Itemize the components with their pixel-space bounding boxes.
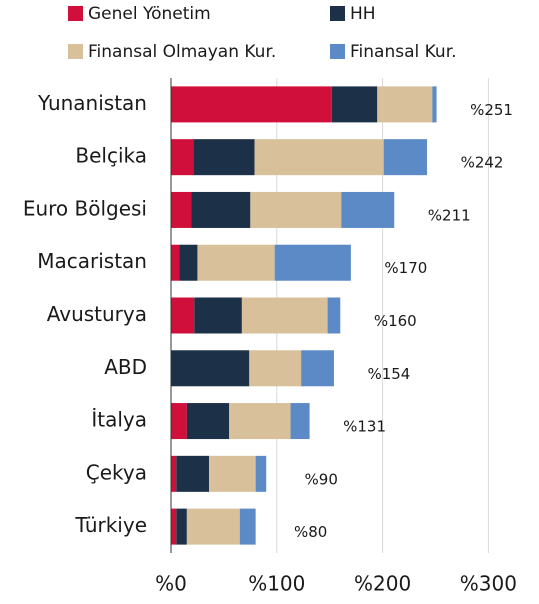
legend-label: Genel Yönetim [88,4,211,24]
value-label: %170 [384,259,427,277]
category-label: ABD [104,355,147,379]
category-label: Avusturya [47,302,147,326]
bar-segment [171,86,332,123]
value-label: %90 [305,470,338,488]
bar-segment [432,86,437,123]
legend-swatch [330,44,345,59]
bar-segment [191,191,251,228]
bar-segment [171,297,195,334]
bar-segment [176,455,210,492]
bar-segment [171,508,177,545]
legend-swatch [68,6,83,21]
category-label: Belçika [75,144,147,168]
bar-segment [179,244,198,281]
value-label: %211 [428,206,471,224]
bar-segment [250,191,342,228]
bar-segment [255,455,267,492]
bar-segment [193,139,255,176]
category-label: Euro Bölgesi [23,196,147,220]
bar-segment [194,297,242,334]
x-tick-label: %100 [248,572,305,596]
bar-segment [176,508,187,545]
x-tick-label: %0 [155,572,187,596]
value-label: %160 [374,312,417,330]
legend-label: Finansal Kur. [350,42,457,62]
bar-segment [254,139,384,176]
category-label: Macaristan [37,249,147,273]
legend-swatch [68,44,83,59]
legend-swatch [330,6,345,21]
bar-segment [377,86,433,123]
value-label: %131 [343,418,386,436]
category-label: İtalya [91,408,147,432]
bar-segment [327,297,341,334]
category-label: Yunanistan [37,91,147,115]
x-tick-label: %200 [354,572,411,596]
bar-segment [186,403,230,440]
value-label: %242 [461,154,504,172]
legend-label: HH [350,4,376,24]
bar-segment [290,403,310,440]
bar-segment [171,403,187,440]
x-tick-label: %300 [460,572,517,596]
bar-segment [197,244,275,281]
bar-segment [331,86,378,123]
category-label: Türkiye [74,513,147,537]
legend-label: Finansal Olmayan Kur. [88,42,276,62]
bar-segment [209,455,256,492]
bar-segment [186,508,240,545]
bar-segment [241,297,328,334]
bar-segment [171,191,192,228]
bar-segment [171,244,180,281]
value-label: %251 [470,101,513,119]
bar-segment [171,455,177,492]
bar-segment [383,139,428,176]
bar-segment [341,191,395,228]
bar-segment [249,350,302,387]
bar-segment [239,508,256,545]
bar-segment [274,244,351,281]
category-label: Çekya [86,460,147,484]
bar-segment [171,139,194,176]
bar-segment [171,350,250,387]
bar-segment [301,350,334,387]
bar-segment [229,403,291,440]
value-label: %80 [294,523,327,541]
value-label: %154 [367,365,410,383]
